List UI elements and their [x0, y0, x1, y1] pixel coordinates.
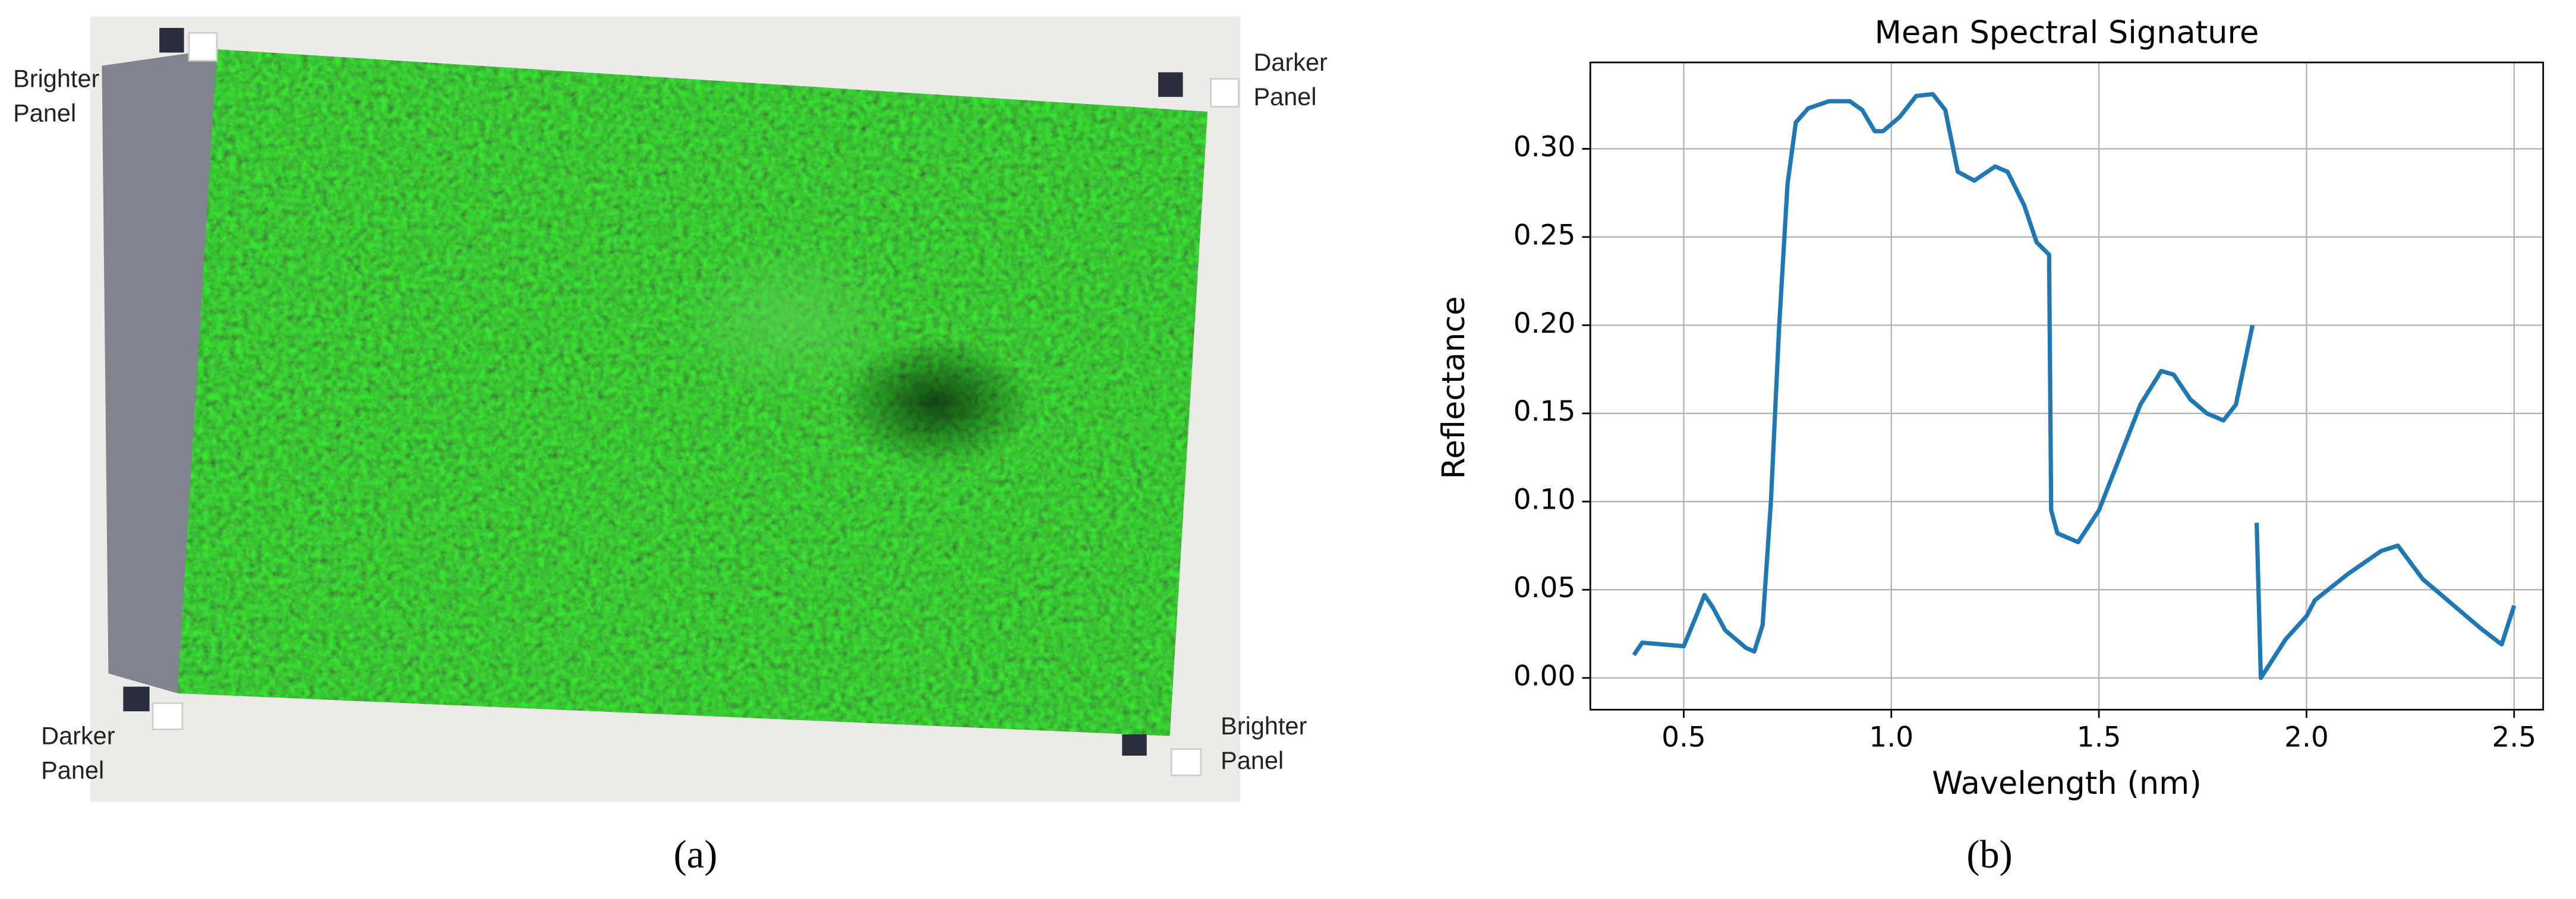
y-tick-label: 0.00: [1514, 660, 1576, 692]
y-tick-label: 0.10: [1514, 484, 1576, 516]
panel-label: Darker Panel: [41, 723, 115, 786]
x-axis-label: Wavelength (nm): [1932, 765, 2202, 802]
x-tick-label: 2.5: [2492, 721, 2536, 754]
panel: [123, 686, 150, 712]
panel: [188, 31, 218, 62]
chart-title: Mean Spectral Signature: [1875, 15, 2259, 51]
panel-label: Brighter Panel: [13, 65, 100, 128]
panel: [1122, 734, 1147, 756]
y-tick-label: 0.05: [1514, 572, 1576, 604]
panel-label: Brighter Panel: [1221, 712, 1307, 775]
y-tick-label: 0.25: [1514, 219, 1576, 251]
x-tick-label: 1.0: [1869, 721, 1913, 754]
panel-label: Darker Panel: [1253, 49, 1328, 112]
chart: Mean Spectral Signature Wavelength (nm) …: [1436, 15, 2545, 802]
panel: [1170, 748, 1202, 777]
x-tick-label: 1.5: [2077, 721, 2121, 754]
y-axis-label: Reflectance: [1436, 296, 1472, 479]
x-tick-label: 0.5: [1661, 721, 1706, 754]
field-photo: [90, 16, 1241, 802]
caption: (b): [1966, 834, 2013, 878]
x-tick-label: 2.0: [2284, 721, 2329, 754]
shadow: [102, 49, 217, 693]
spectrum-line: [1632, 92, 2517, 680]
y-tick-label: 0.20: [1514, 307, 1576, 340]
panel: [152, 702, 184, 730]
plot-frame: [1589, 61, 2545, 711]
y-tick-label: 0.30: [1514, 131, 1576, 163]
y-tick-label: 0.15: [1514, 395, 1576, 428]
panel: [1210, 78, 1240, 108]
panel: [1158, 72, 1183, 97]
panel: [159, 27, 184, 53]
caption: (a): [673, 834, 718, 878]
crop-canopy: [177, 49, 1208, 736]
